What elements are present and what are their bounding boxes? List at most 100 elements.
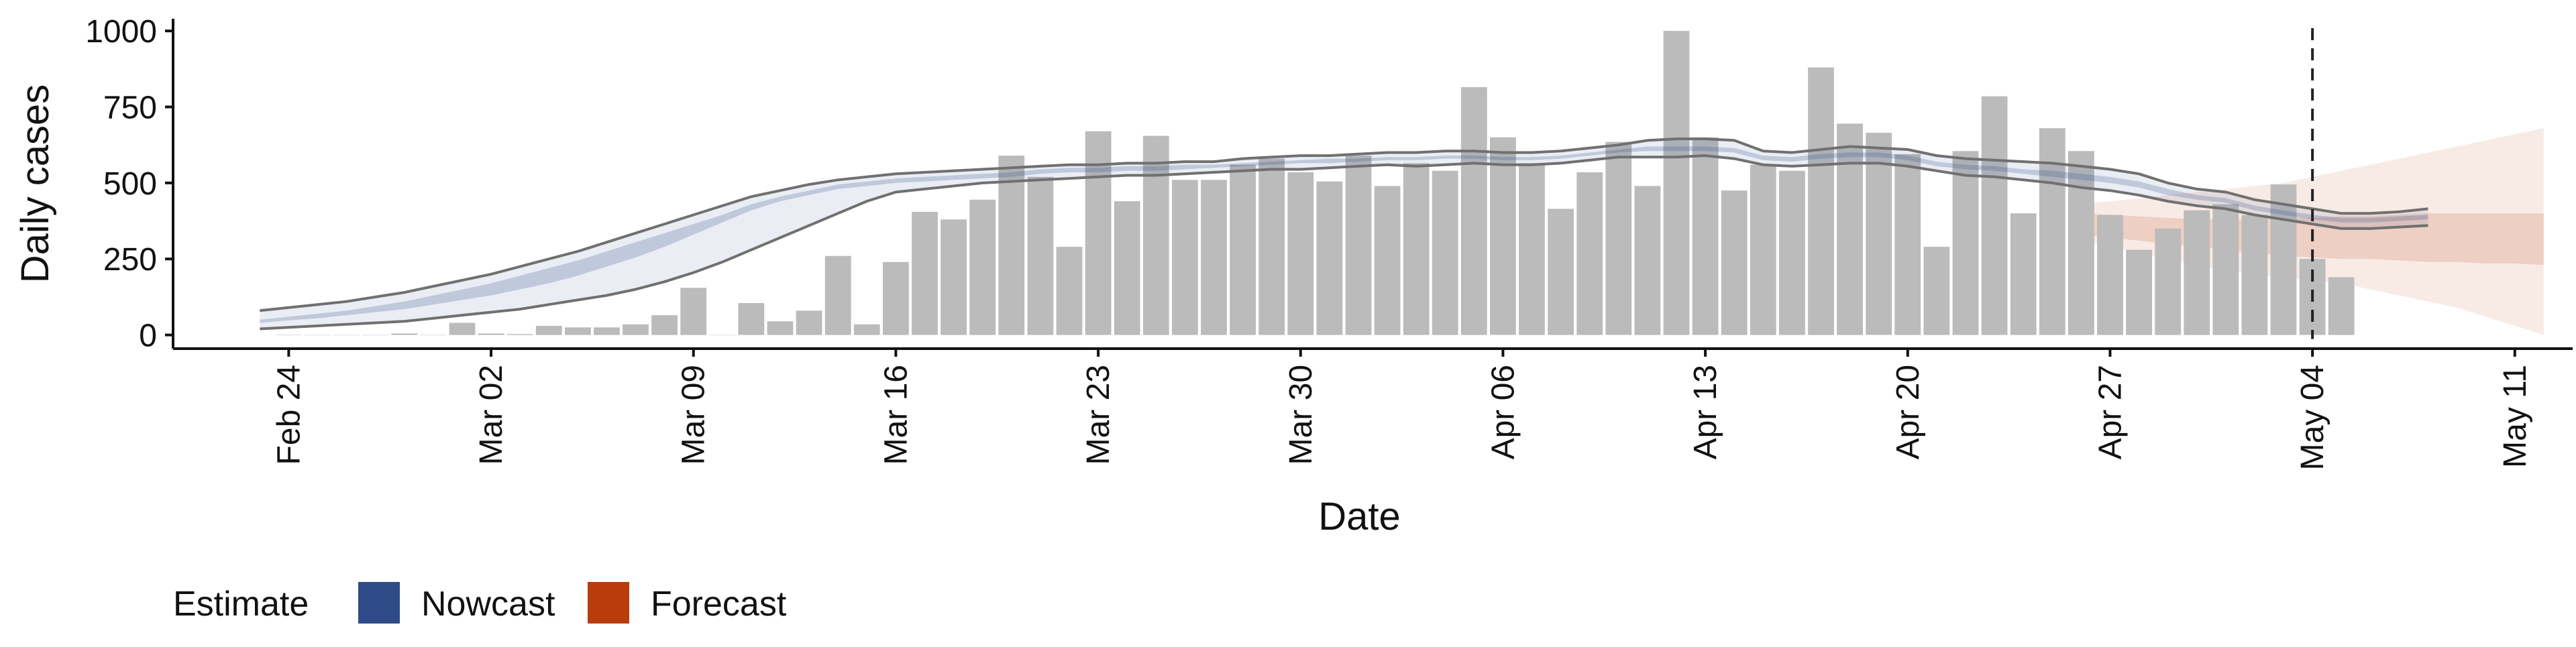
case-bar	[680, 288, 707, 335]
case-bar	[305, 335, 331, 336]
case-bar	[1490, 137, 1516, 335]
x-tick-label: Apr 06	[1485, 365, 1521, 459]
y-axis-ticks: 0 250 500 750 1000	[85, 14, 173, 354]
y-axis-title: Daily cases	[13, 84, 57, 284]
case-bar	[478, 333, 504, 335]
case-bar	[1230, 164, 1256, 335]
nowcast-outer-lines	[260, 137, 2428, 331]
case-bar	[2068, 151, 2094, 335]
case-bar	[738, 303, 765, 335]
case-bar	[333, 335, 360, 336]
case-bar	[1894, 154, 1921, 335]
x-tick-label: Apr 27	[2092, 365, 2128, 459]
x-tick-label: Mar 23	[1081, 365, 1116, 465]
case-bar	[1692, 137, 1719, 335]
case-bar	[824, 255, 851, 335]
case-bar	[883, 261, 909, 335]
x-tick-label: Apr 13	[1688, 365, 1723, 459]
case-bar	[1258, 158, 1285, 335]
case-bar	[1576, 172, 1603, 335]
case-bar	[623, 324, 649, 335]
case-bar	[1952, 151, 1979, 335]
case-bar	[594, 327, 620, 335]
case-bar	[1460, 87, 1487, 335]
case-bar	[1142, 135, 1169, 335]
case-bar	[709, 335, 736, 336]
y-tick-label: 500	[103, 166, 157, 202]
case-bar	[1808, 67, 1834, 335]
x-axis-ticks: Feb 24 Mar 02 Mar 09 Mar 16 Mar 23 Mar 30 Apr …	[271, 349, 2533, 470]
case-bar	[420, 335, 447, 336]
case-bar	[1287, 172, 1314, 335]
x-tick-label: Mar 09	[676, 365, 712, 465]
case-bar	[1345, 156, 1372, 335]
legend-key-forecast	[588, 582, 629, 624]
case-bar	[2010, 213, 2037, 335]
case-bar	[969, 199, 996, 335]
case-bar	[998, 156, 1025, 335]
case-bar	[1403, 163, 1430, 335]
case-bar	[2126, 249, 2152, 335]
case-bar	[796, 310, 822, 335]
case-bar	[1981, 96, 2008, 335]
case-bar	[1432, 170, 1458, 335]
case-bar	[535, 326, 562, 335]
legend-key-nowcast	[358, 582, 400, 624]
y-tick-label: 0	[139, 318, 157, 354]
case-bar	[2097, 215, 2123, 335]
case-bar	[362, 335, 389, 336]
case-bar	[276, 335, 302, 336]
case-bar	[1837, 123, 1863, 335]
case-bar	[2184, 210, 2210, 335]
case-bar	[1605, 141, 1632, 335]
case-bar	[912, 211, 938, 335]
nowcast-lower-line	[260, 154, 2428, 331]
y-tick-label: 750	[103, 91, 157, 126]
case-bar	[2039, 128, 2065, 335]
case-bar	[1866, 133, 1892, 335]
case-bar	[853, 324, 880, 335]
x-tick-label: Mar 02	[474, 365, 509, 465]
case-bar	[1316, 181, 1343, 335]
case-bar	[1027, 176, 1054, 335]
case-bar	[941, 219, 967, 335]
case-bar	[1085, 131, 1112, 335]
legend-label-nowcast: Nowcast	[421, 585, 555, 624]
case-bar	[1172, 180, 1198, 335]
case-bar	[2155, 228, 2182, 335]
case-bar	[2212, 204, 2239, 335]
case-bar	[1374, 186, 1401, 335]
x-tick-label: Feb 24	[271, 365, 307, 465]
legend-title: Estimate	[173, 585, 309, 624]
case-bar	[1114, 201, 1140, 335]
case-bar	[391, 333, 418, 335]
case-bar	[1056, 247, 1083, 335]
x-tick-label: Apr 20	[1890, 365, 1926, 459]
x-tick-label: Mar 16	[878, 365, 914, 465]
nowcast-upper-line	[260, 137, 2428, 312]
legend: Estimate Nowcast Forecast	[173, 582, 787, 624]
case-bar	[1923, 247, 1950, 335]
case-bar	[449, 322, 476, 335]
case-bar	[1548, 209, 1574, 335]
case-bar	[2270, 184, 2297, 335]
case-bar	[565, 327, 591, 335]
x-tick-label: May 04	[2295, 365, 2330, 470]
case-bar	[1779, 170, 1805, 335]
case-bar	[651, 315, 678, 335]
x-axis-title: Date	[1318, 495, 1401, 538]
y-tick-label: 1000	[85, 14, 157, 50]
x-tick-label: May 11	[2498, 365, 2533, 468]
case-bar	[2328, 277, 2355, 335]
case-bar	[1519, 163, 1545, 335]
case-bar	[2241, 215, 2268, 335]
case-bar	[1634, 186, 1661, 335]
case-bar	[1663, 31, 1690, 335]
y-tick-label: 250	[103, 242, 157, 278]
case-bar	[1721, 190, 1748, 335]
case-bar	[767, 321, 794, 335]
x-tick-label: Mar 30	[1283, 365, 1319, 465]
case-bar	[1201, 180, 1227, 335]
